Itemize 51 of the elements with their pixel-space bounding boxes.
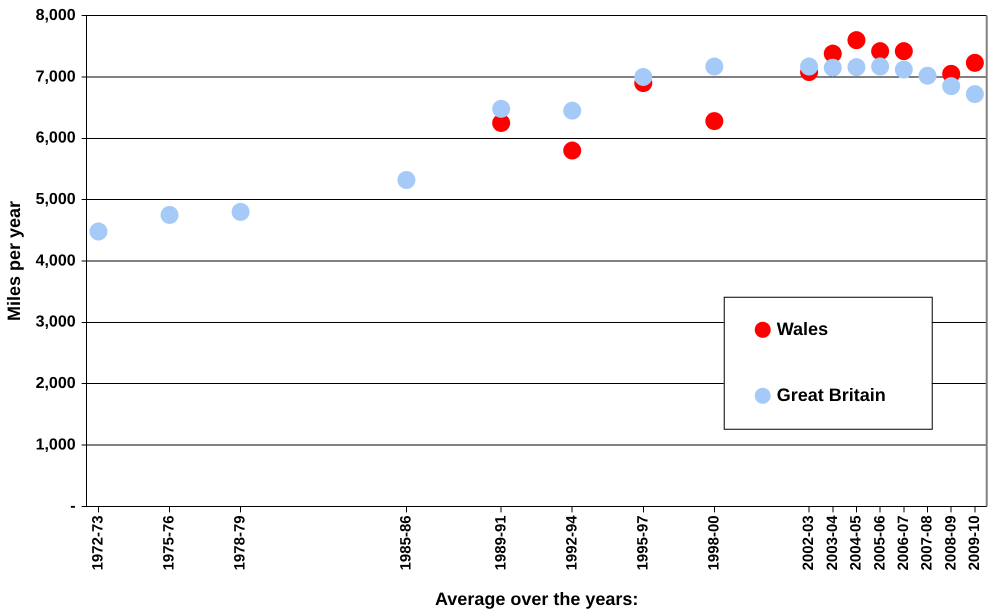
- y-tick-label: 8,000: [36, 7, 76, 24]
- y-tick-label: -: [70, 498, 76, 515]
- y-tick-label: 3,000: [36, 314, 76, 331]
- point: [966, 85, 984, 104]
- point: [563, 102, 582, 120]
- x-tick-label: 1998-00: [705, 515, 722, 570]
- x-tick-label: 2009-10: [966, 515, 984, 570]
- point: [871, 42, 890, 60]
- point: [492, 100, 510, 118]
- point: [232, 202, 250, 221]
- point: [634, 68, 652, 86]
- point: [824, 58, 842, 77]
- point: [705, 112, 724, 130]
- point: [918, 66, 937, 85]
- y-tick-label: 2,000: [36, 375, 76, 392]
- y-tick-label: 1,000: [36, 436, 76, 454]
- point: [894, 42, 913, 60]
- y-tick-label: 4,000: [36, 252, 76, 270]
- point: [705, 58, 724, 76]
- x-axis-title: Average over the years:: [434, 589, 638, 610]
- x-tick-label: 2006-07: [894, 515, 912, 570]
- point: [942, 77, 960, 96]
- point: [966, 54, 984, 72]
- point: [894, 60, 913, 79]
- x-tick-label: 2008-09: [942, 515, 960, 570]
- x-tick-label: 2005-06: [871, 515, 888, 570]
- x-tick-label: 2007-08: [918, 515, 936, 570]
- x-tick-label: 1989-91: [492, 515, 510, 570]
- point: [397, 171, 416, 189]
- x-tick-label: 2003-04: [824, 514, 841, 570]
- point: [89, 222, 108, 241]
- point: [847, 58, 866, 76]
- point: [871, 58, 890, 76]
- point: [563, 142, 582, 160]
- y-tick-label: 6,000: [36, 130, 76, 147]
- y-axis-title: Miles per year: [4, 200, 24, 322]
- point: [847, 31, 866, 50]
- x-tick-label: 1992-94: [563, 514, 580, 570]
- x-tick-label: 1972-73: [90, 515, 107, 570]
- x-tick-label: 2002-03: [800, 515, 818, 570]
- y-tick-label: 7,000: [36, 68, 76, 86]
- point: [800, 58, 818, 76]
- x-tick-label: 1975-76: [160, 515, 178, 570]
- x-tick-label: 1985-86: [398, 515, 415, 570]
- legend-label: Great Britain: [776, 384, 886, 405]
- x-tick-label: 2004-05: [848, 515, 865, 570]
- x-tick-label: 1995-97: [634, 515, 652, 570]
- point: [160, 206, 179, 224]
- legend-label: Wales: [776, 318, 828, 339]
- x-tick-label: 1978-79: [232, 515, 249, 570]
- y-tick-label: 5,000: [36, 191, 76, 208]
